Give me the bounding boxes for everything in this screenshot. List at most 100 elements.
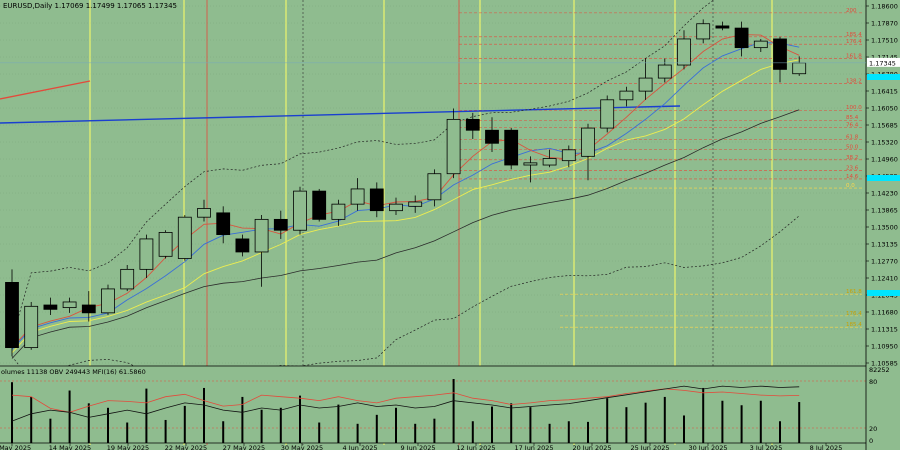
indicator-lines [0, 0, 800, 382]
candle-bearish [773, 38, 787, 70]
candle-bullish [293, 190, 307, 231]
candle-bullish [427, 173, 442, 201]
price-tick-label: 1.11315 [871, 326, 898, 334]
cyan-marker [867, 290, 900, 296]
fib-level-label: 100.0 [846, 105, 862, 111]
fib-level-label: 0.0 [846, 183, 855, 189]
fib-level-label: 14.6 [846, 174, 859, 180]
price-tick-label: 1.17870 [871, 20, 898, 28]
candle-bearish [485, 129, 499, 144]
price-tick-label: 1.17510 [871, 37, 898, 45]
date-tick-label: 20 Jun 2025 [572, 444, 611, 450]
price-tick-label: 1.14960 [871, 156, 898, 164]
date-tick-label: 14 May 2025 [49, 444, 91, 450]
date-tick-label: 30 May 2025 [281, 444, 323, 450]
indicator-tick-label: 82252 [869, 366, 890, 374]
candle-bearish [504, 129, 519, 166]
candle-bearish [216, 212, 231, 235]
trend-line-blue [0, 105, 681, 124]
date-tick-label: 27 May 2025 [223, 444, 265, 450]
candle-bullish [561, 149, 576, 162]
fib-level-label: 176.4 [846, 39, 862, 45]
date-tick-label: 30 Jun 2025 [688, 444, 727, 450]
candle-bearish [465, 118, 480, 131]
indicator-tick-label: 80 [869, 378, 877, 386]
candle-bullish [792, 62, 807, 75]
price-tick-label: 1.10950 [871, 343, 898, 351]
candle-bullish [177, 216, 192, 259]
candle-bearish [235, 238, 250, 253]
fib-level-label: 185.4 [846, 32, 862, 38]
fib-level-label: 161.8 [846, 289, 862, 295]
fib-level-label: 161.8 [846, 54, 862, 60]
fib-level-label: 38.2 [846, 155, 858, 161]
fib-level-label: 200 [846, 8, 857, 14]
candle-bullish [389, 203, 403, 212]
price-tick-label: 1.10585 [871, 360, 898, 368]
trend-line-red [0, 80, 91, 100]
candle-bearish [369, 188, 384, 212]
candle-bearish [734, 27, 749, 49]
fib-level-label: 85.4 [846, 115, 859, 121]
candle-bullish [753, 40, 768, 49]
candle-bearish [43, 304, 58, 310]
candle-bullish [331, 203, 346, 220]
price-tick-label: 1.14230 [871, 190, 898, 198]
moving-average-blue [11, 42, 800, 350]
date-tick-label: 9 May 2025 [0, 444, 31, 450]
moving-average-slow [11, 109, 800, 359]
indicator-tick-label: 20 [869, 425, 877, 433]
candle-bullish [657, 64, 672, 79]
fib-level-label: 185.4 [846, 322, 862, 328]
candle-bullish [350, 188, 365, 205]
symbol-header: EURUSD,Daily 1.17069 1.17499 1.17065 1.1… [3, 2, 177, 10]
obv-line [11, 385, 800, 422]
candle-bullish [619, 90, 634, 101]
price-tick-label: 1.12410 [871, 275, 898, 283]
candle-bullish [600, 99, 615, 129]
candle-bullish [696, 23, 711, 40]
fib-level-label: 23.6 [846, 166, 859, 172]
candle-bullish [542, 158, 557, 166]
current-price-box [867, 57, 900, 67]
candle-bullish [101, 288, 115, 314]
moving-average-red [11, 34, 800, 348]
candle-bullish [677, 38, 691, 66]
price-tick-label: 1.11680 [871, 309, 898, 317]
price-tick-label: 1.15320 [871, 139, 898, 147]
candle-bullish [62, 301, 77, 309]
price-tick-label: 1.18600 [871, 3, 898, 11]
price-tick-label: 1.13865 [871, 207, 898, 215]
date-tick-label: 22 May 2025 [165, 444, 207, 450]
candle-bullish [158, 232, 173, 257]
fib-level-label: 176.4 [846, 311, 862, 317]
candle-bearish [312, 190, 327, 220]
date-tick-label: 8 Jul 2025 [810, 444, 843, 450]
price-tick-label: 1.17145 [871, 54, 898, 62]
price-tick-label: 1.13135 [871, 241, 898, 249]
candle-bullish [197, 208, 211, 218]
candle-bullish [408, 201, 423, 207]
bollinger-upper [11, 0, 715, 339]
price-tick-label: 1.13500 [871, 224, 898, 232]
indicator-background [0, 366, 866, 443]
price-tick-label: 1.16415 [871, 88, 898, 96]
fib-level-label: 76.4 [846, 123, 859, 129]
candle-bullish [523, 162, 538, 166]
candle-bullish [254, 218, 269, 253]
candle-bearish [81, 304, 96, 314]
fib-level-label: 50.0 [846, 144, 859, 150]
moving-average-yellow [11, 59, 800, 354]
date-tick-label: 12 Jun 2025 [456, 444, 495, 450]
candle-bullish [24, 305, 39, 349]
candle-bullish [139, 238, 154, 270]
price-tick-label: 1.16050 [871, 105, 898, 113]
candle-bullish [638, 77, 653, 92]
date-tick-label: 3 Jul 2025 [750, 444, 783, 450]
current-price-label: 1.17345 [869, 59, 896, 67]
candle-bearish [5, 282, 19, 349]
candle-bullish [581, 127, 595, 157]
date-tick-label: 25 Jun 2025 [630, 444, 669, 450]
